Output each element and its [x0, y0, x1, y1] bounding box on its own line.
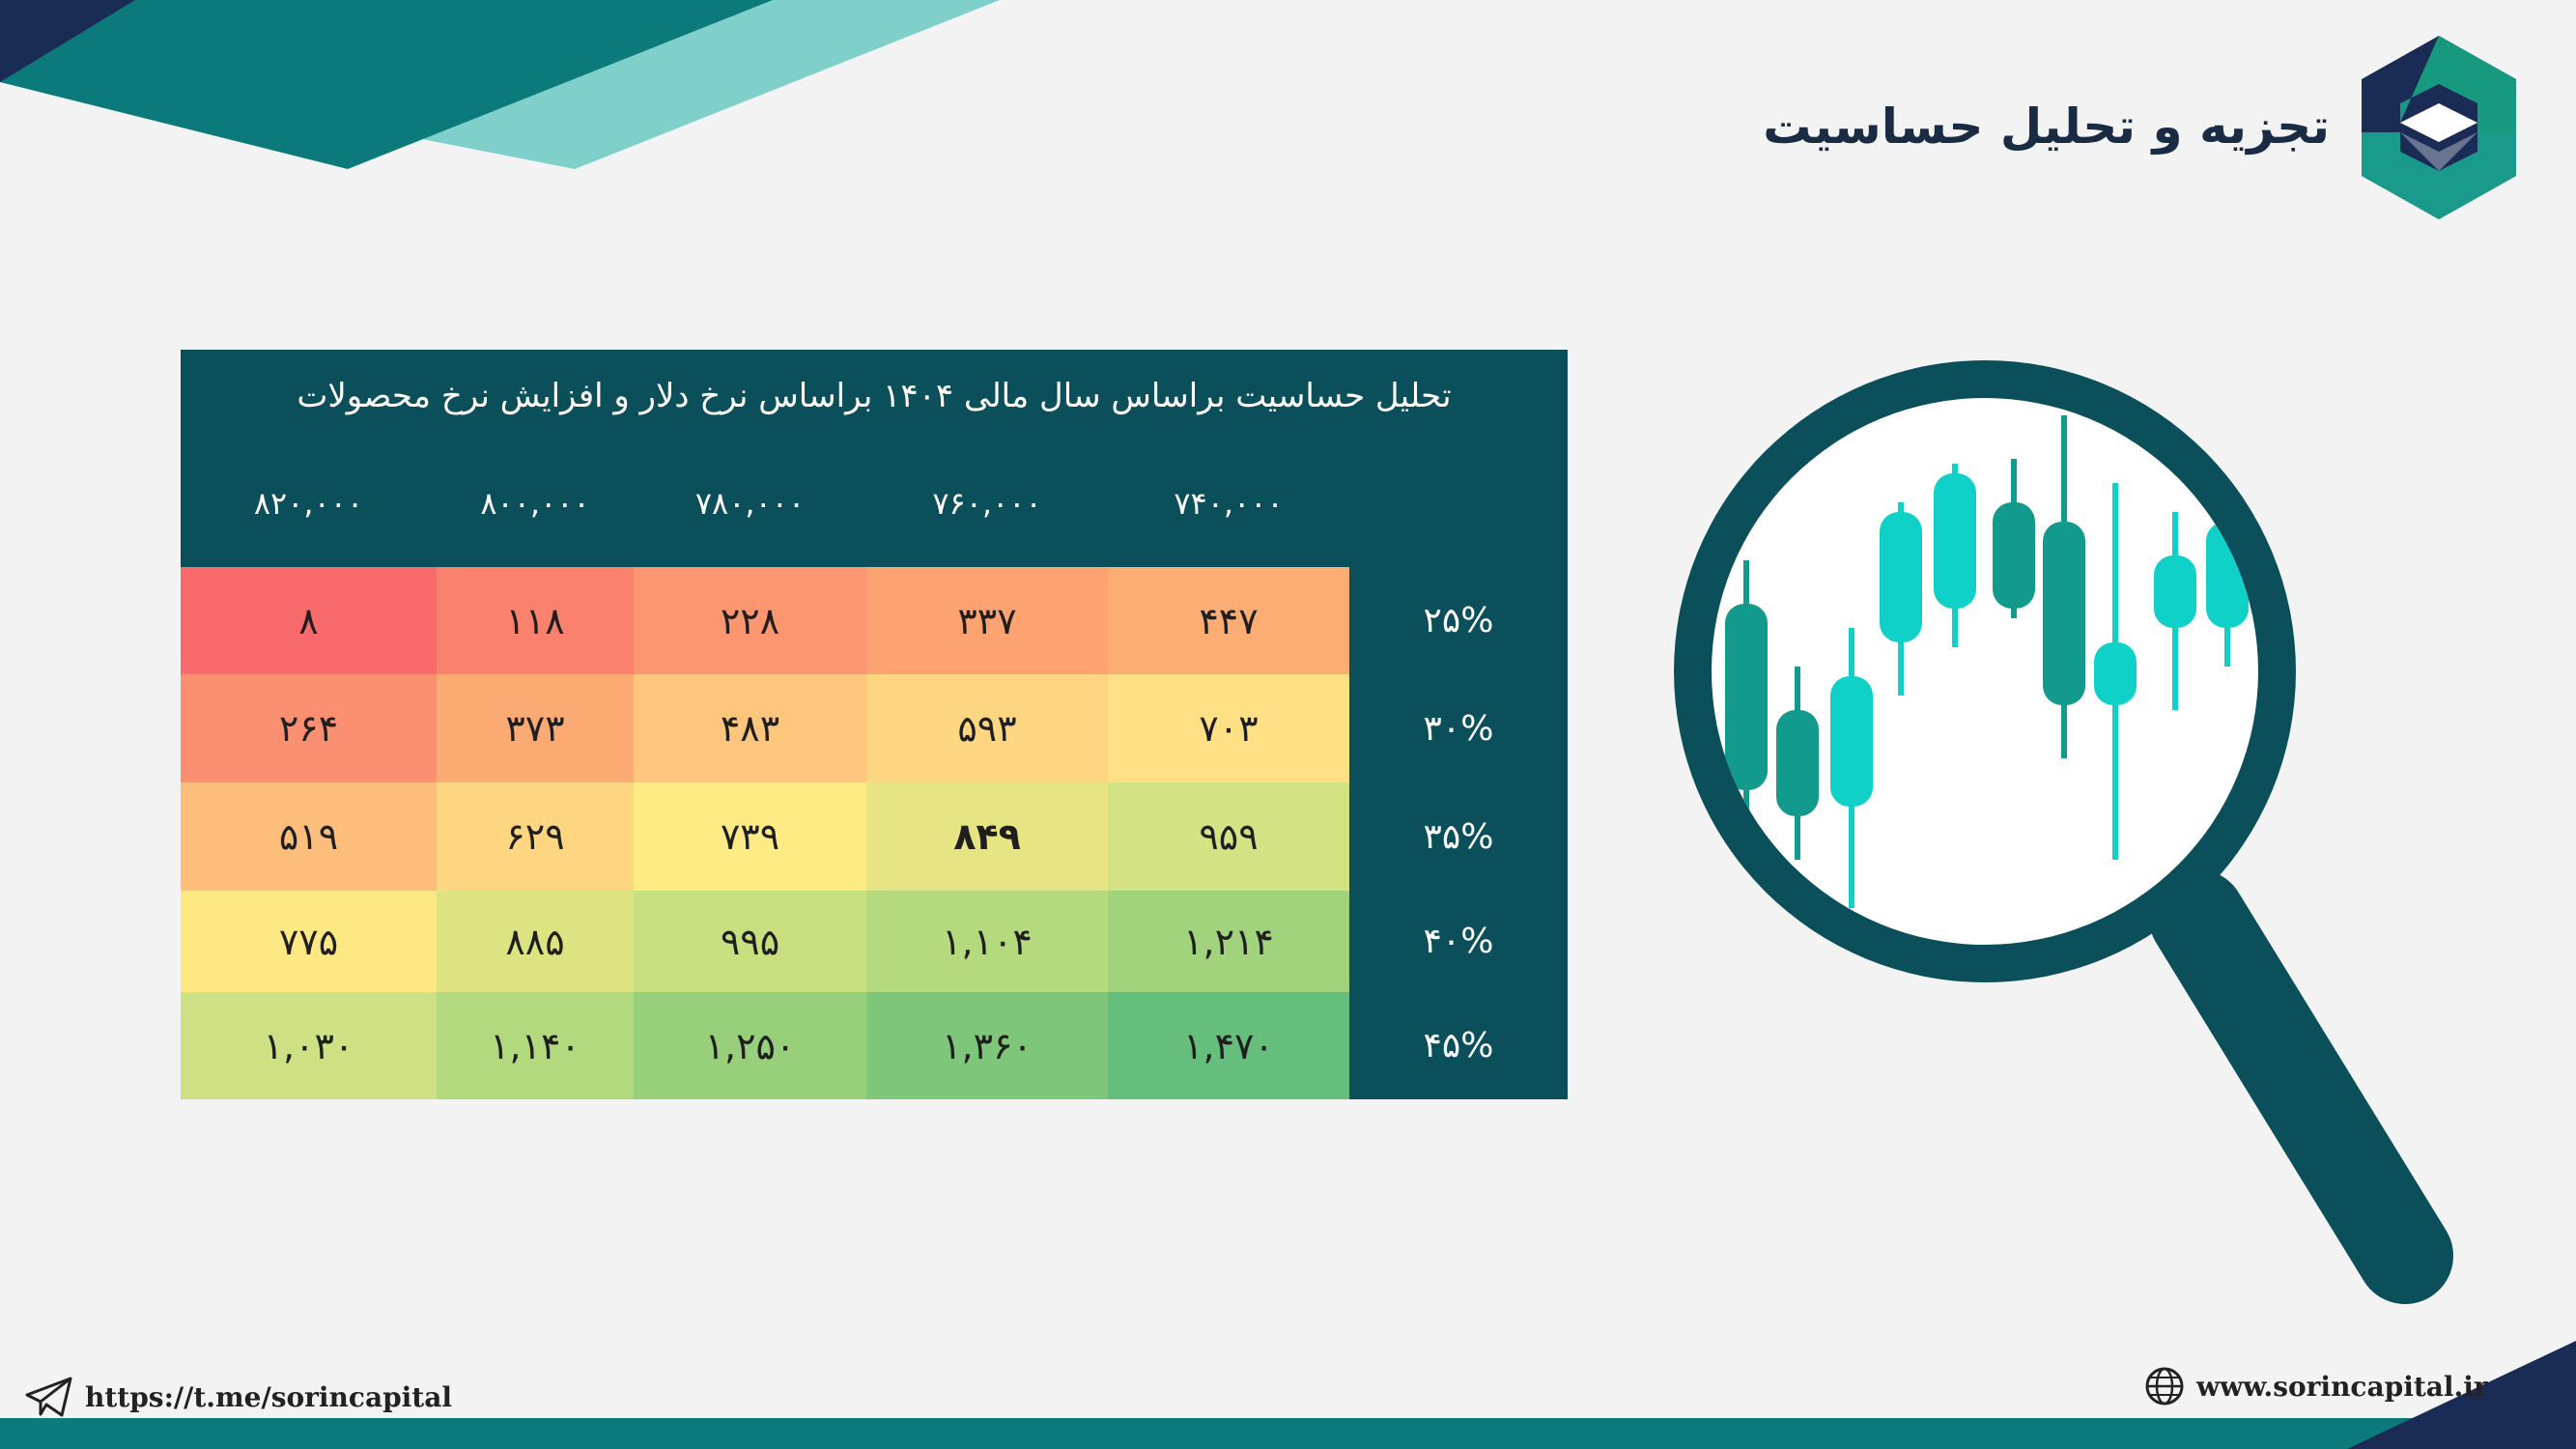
row-header: ۳۰% — [1423, 708, 1494, 749]
magnifying-glass-icon — [1674, 360, 2453, 1304]
telegram-link[interactable]: https://t.me/sorincapital — [25, 1376, 452, 1418]
row-header: ۳۵% — [1423, 816, 1494, 857]
candle-body — [2043, 522, 2085, 705]
table-cell: ۳۷۳ — [437, 674, 634, 782]
column-header: ۷۴۰,۰۰۰ — [1174, 485, 1284, 522]
table-cell: ۷۳۹ — [634, 782, 866, 891]
table-cell: ۱,۴۷۰ — [1108, 992, 1349, 1099]
table-cell: ۷۰۳ — [1108, 674, 1349, 782]
table-cell: ۳۳۷ — [866, 567, 1108, 674]
table-cell: ۴۴۷ — [1108, 567, 1349, 674]
candle-body — [1776, 710, 1819, 816]
table-cell: ۸۴۹ — [866, 782, 1108, 891]
table-cell: ۹۵۹ — [1108, 782, 1349, 891]
row-header: ۴۰% — [1423, 922, 1494, 961]
candle-body — [1880, 512, 1922, 642]
table-caption: تحلیل حساسیت براساس سال مالی ۱۴۰۴ براساس… — [297, 377, 1452, 415]
table-cell: ۶۲۹ — [437, 782, 634, 891]
table-cell: ۱,۱۰۴ — [866, 891, 1108, 992]
candle-body — [1830, 676, 1873, 807]
website-link-text[interactable]: www.sorincapital.ir — [2196, 1370, 2488, 1403]
candle-body — [2154, 555, 2196, 628]
telegram-icon — [25, 1376, 73, 1418]
candle-body — [1993, 502, 2035, 609]
table-cell: ۴۸۳ — [634, 674, 866, 782]
table-cell: ۸ — [181, 567, 437, 674]
table-cell: ۵۱۹ — [181, 782, 437, 891]
row-header: ۲۵% — [1423, 601, 1494, 640]
candle-body — [2094, 642, 2137, 705]
table-cell: ۱,۱۴۰ — [437, 992, 634, 1099]
row-header: ۴۵% — [1423, 1026, 1494, 1065]
table-cell: ۱,۲۱۴ — [1108, 891, 1349, 992]
table-cell: ۱۱۸ — [437, 567, 634, 674]
table-cell: ۷۷۵ — [181, 891, 437, 992]
column-header: ۸۰۰,۰۰۰ — [480, 485, 590, 522]
table-cell: ۱,۲۵۰ — [634, 992, 866, 1099]
table-cell: ۸۸۵ — [437, 891, 634, 992]
column-header: ۸۲۰,۰۰۰ — [253, 485, 364, 522]
sorin-capital-logo — [2362, 36, 2516, 219]
table-cell: ۱,۳۶۰ — [866, 992, 1108, 1099]
table-cell: ۲۲۸ — [634, 567, 866, 674]
column-header: ۷۸۰,۰۰۰ — [694, 485, 806, 522]
telegram-link-text[interactable]: https://t.me/sorincapital — [85, 1380, 453, 1413]
website-link[interactable]: www.sorincapital.ir — [2144, 1366, 2488, 1406]
table-cell: ۱,۰۳۰ — [181, 992, 437, 1099]
globe-icon — [2144, 1366, 2185, 1406]
page-title: تجزیه و تحلیل حساسیت — [1763, 99, 2330, 155]
table-cell: ۲۶۴ — [181, 674, 437, 782]
table-cell: ۵۹۳ — [866, 674, 1108, 782]
table-cell: ۹۹۵ — [634, 891, 866, 992]
candle-body — [1934, 473, 1976, 609]
candle-body — [1725, 604, 1768, 790]
column-header: ۷۶۰,۰۰۰ — [932, 485, 1042, 522]
